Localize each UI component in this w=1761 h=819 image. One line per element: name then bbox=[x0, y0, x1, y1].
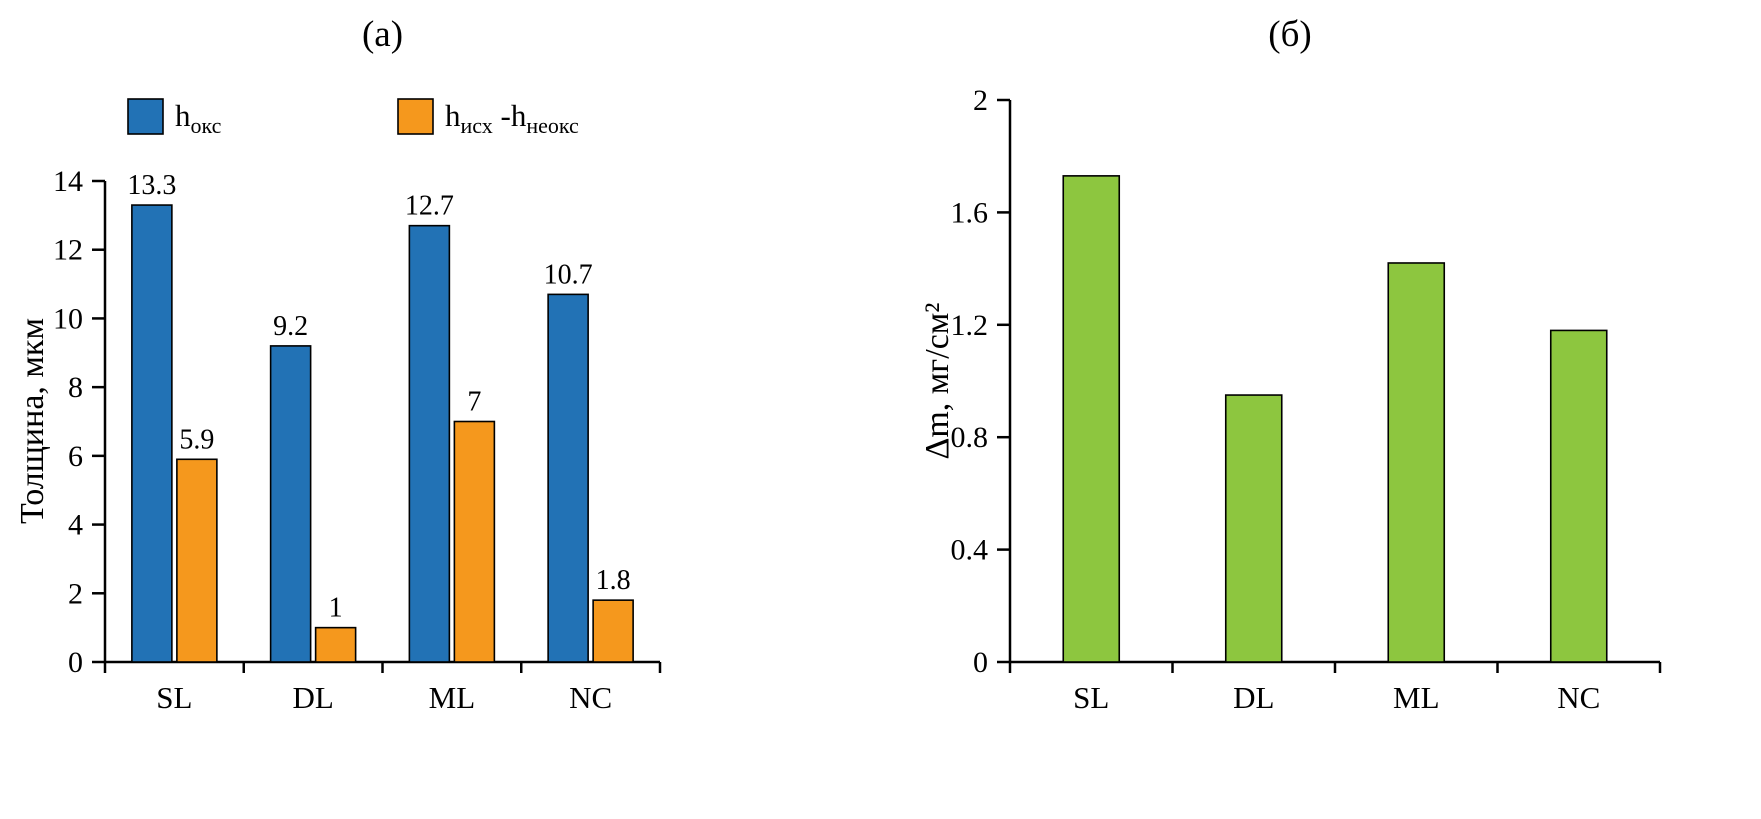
bar-SL-series0 bbox=[1062, 175, 1121, 663]
legend-swatch-0 bbox=[127, 98, 164, 135]
y-tick-label: 12 bbox=[53, 234, 83, 267]
y-tick-label: 0 bbox=[68, 646, 83, 679]
bar-value-label: 13.3 bbox=[127, 170, 176, 201]
bar-SL-series0 bbox=[131, 204, 173, 663]
bar-DL-series0 bbox=[269, 345, 312, 663]
bar-NC-series0 bbox=[1549, 329, 1608, 663]
bar-NC-series1 bbox=[592, 599, 634, 663]
bar-ML-series1 bbox=[453, 420, 496, 663]
y-tick-label: 1.2 bbox=[951, 309, 989, 342]
y-tick-label: 0.8 bbox=[951, 421, 989, 454]
bar-value-label: 1.8 bbox=[596, 565, 631, 596]
chart-b-title: (б) bbox=[1268, 14, 1312, 55]
y-tick-label: 10 bbox=[53, 302, 83, 335]
bar-DL-series0 bbox=[1224, 394, 1283, 663]
bar-value-label: 1 bbox=[329, 593, 343, 624]
y-tick-label: 8 bbox=[68, 371, 83, 404]
bar-SL-series1 bbox=[176, 458, 218, 663]
bar-ML-series0 bbox=[1387, 262, 1446, 663]
bar-ML-series0 bbox=[408, 224, 451, 663]
x-category-label: ML bbox=[429, 680, 476, 715]
y-tick-label: 14 bbox=[53, 165, 83, 198]
bar-value-label: 12.7 bbox=[405, 191, 454, 222]
x-category-label: ML bbox=[1393, 680, 1440, 715]
bar-DL-series1 bbox=[314, 626, 357, 663]
chart-a: 0 2 4 6 8 10 12 14 SL DL ML NC 13.3 9.2 12.7 10.7 5.9 1 7 1… bbox=[53, 98, 662, 715]
chart-b: 0 0.4 0.8 1.2 1.6 2 SL DL ML NC bbox=[951, 84, 1662, 715]
chart-a-y-axis-label: Толщина, мкм bbox=[14, 318, 51, 524]
x-category-label: SL bbox=[156, 680, 192, 715]
legend-label-0: hокс bbox=[175, 98, 222, 138]
bar-NC-series0 bbox=[547, 293, 589, 663]
legend-swatch-1 bbox=[397, 98, 434, 135]
y-tick-label: 0.4 bbox=[951, 534, 989, 567]
y-tick-label: 2 bbox=[68, 577, 83, 610]
y-tick-label: 6 bbox=[68, 440, 83, 473]
x-category-label: DL bbox=[1233, 680, 1274, 715]
y-tick-label: 1.6 bbox=[951, 196, 989, 229]
legend-label-1: hисх -hнеокс bbox=[445, 98, 579, 138]
bar-value-label: 9.2 bbox=[273, 311, 308, 342]
chart-a-title: (а) bbox=[361, 14, 404, 55]
x-category-label: NC bbox=[1557, 680, 1600, 715]
y-tick-label: 0 bbox=[973, 646, 988, 679]
bar-value-label: 10.7 bbox=[544, 259, 593, 290]
x-category-label: DL bbox=[292, 680, 333, 715]
x-category-label: SL bbox=[1073, 680, 1109, 715]
x-category-label: NC bbox=[569, 680, 612, 715]
chart-b-y-axis-label: Δm, мг/см² bbox=[919, 302, 956, 460]
bar-value-label: 7 bbox=[467, 387, 481, 418]
y-tick-label: 4 bbox=[68, 509, 83, 542]
y-tick-label: 2 bbox=[973, 84, 988, 117]
bar-value-label: 5.9 bbox=[179, 424, 214, 455]
